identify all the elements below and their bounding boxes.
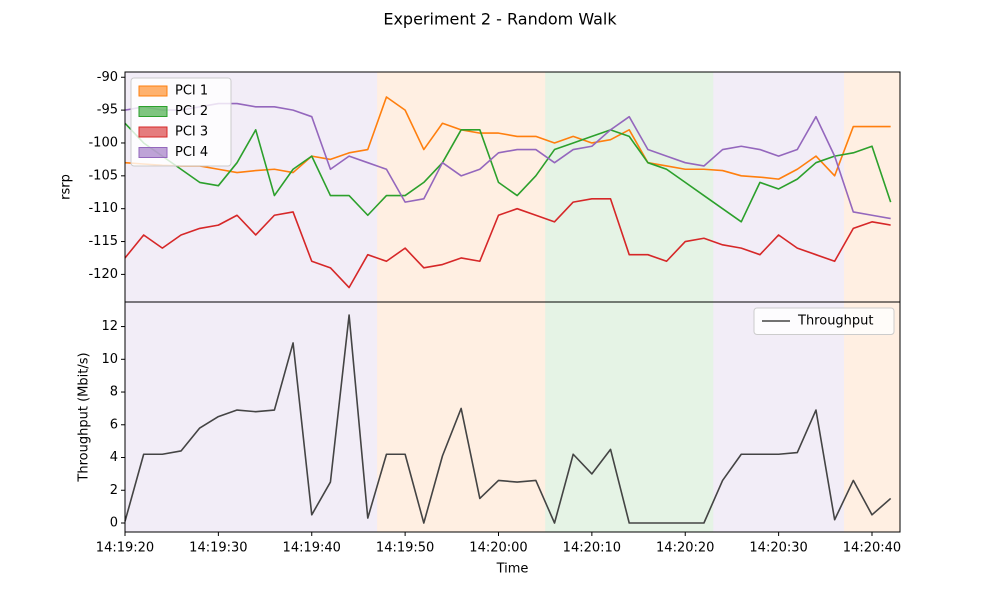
y-tick-label: -90 xyxy=(97,70,118,85)
legend-swatch xyxy=(138,126,168,138)
x-tick-label: 14:20:40 xyxy=(843,541,901,556)
y-tick-label: 10 xyxy=(101,352,118,367)
legend-frame xyxy=(130,77,232,167)
serving-cell-span xyxy=(843,302,900,532)
x-tick-label: 14:19:40 xyxy=(283,541,341,556)
series-line xyxy=(124,314,892,524)
y-tick-label: 8 xyxy=(110,385,118,400)
x-tick-label: 14:20:30 xyxy=(749,541,807,556)
x-tick-label: 14:20:00 xyxy=(469,541,527,556)
legend-label: PCI 3 xyxy=(175,125,208,140)
y-tick-label: -120 xyxy=(88,267,118,282)
legend-swatch xyxy=(138,147,168,158)
axes-frame xyxy=(124,301,901,533)
x-tick-label: 14:19:20 xyxy=(96,541,154,556)
legend-swatch xyxy=(138,85,168,97)
serving-cell-span xyxy=(545,302,714,532)
serving-cell-span xyxy=(377,72,546,302)
x-tick-label: 14:20:10 xyxy=(563,541,621,556)
y-axis-label: Throughput (Mbit/s) xyxy=(77,352,92,482)
series-line xyxy=(124,96,891,180)
serving-cell-span xyxy=(545,72,714,302)
y-tick-label: -100 xyxy=(88,135,118,150)
series-line xyxy=(124,198,891,289)
series-line xyxy=(124,102,891,220)
x-tick-label: 14:19:50 xyxy=(376,541,434,556)
serving-cell-span xyxy=(377,302,546,532)
x-tick-label: 14:20:20 xyxy=(656,541,714,556)
y-tick-label: 4 xyxy=(110,450,118,465)
legend-label: Throughput xyxy=(797,314,874,329)
y-tick-label: 6 xyxy=(110,417,118,432)
legend-frame xyxy=(753,307,895,335)
serving-cell-span xyxy=(843,72,900,302)
x-axis-label: Time xyxy=(496,562,529,577)
y-tick-label: 2 xyxy=(110,483,118,498)
figure-title: Experiment 2 - Random Walk xyxy=(383,10,617,29)
legend-swatch xyxy=(138,106,168,117)
y-tick-label: -95 xyxy=(97,103,118,118)
legend-label: PCI 2 xyxy=(175,104,208,119)
y-tick-label: -115 xyxy=(88,234,118,249)
legend-label: PCI 4 xyxy=(175,145,208,160)
y-tick-label: -110 xyxy=(88,201,118,216)
x-tick-label: 14:19:30 xyxy=(189,541,247,556)
y-axis-label: rsrp xyxy=(59,174,74,200)
serving-cell-span xyxy=(125,302,378,532)
y-tick-label: 0 xyxy=(110,515,118,530)
serving-cell-span xyxy=(713,302,844,532)
legend-label: PCI 1 xyxy=(175,84,208,99)
y-tick-label: 12 xyxy=(101,319,118,334)
y-tick-label: -105 xyxy=(88,168,118,183)
serving-cell-span xyxy=(713,72,844,302)
series-line xyxy=(124,122,892,223)
